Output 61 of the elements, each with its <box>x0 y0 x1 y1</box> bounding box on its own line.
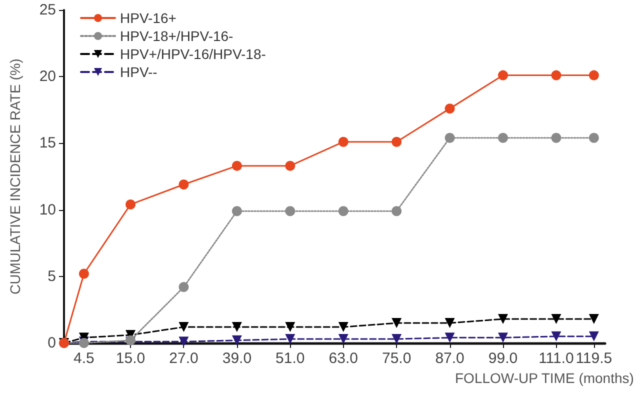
point <box>444 104 455 114</box>
point <box>498 314 508 324</box>
x-tick-label: 4.5 <box>74 350 94 367</box>
point <box>338 334 348 344</box>
y-tick-label: 25 <box>39 2 56 18</box>
y-tick-label: 10 <box>39 201 56 218</box>
legend-label: HPV-18+/HPV-16- <box>120 28 234 44</box>
x-tick-label: 51.0 <box>276 350 305 367</box>
point <box>498 332 508 343</box>
point <box>126 199 136 210</box>
point <box>444 332 455 343</box>
y-tick-label: 5 <box>48 268 56 285</box>
legend-label: HPV-- <box>120 64 158 80</box>
point <box>178 322 189 332</box>
point <box>498 132 508 143</box>
point <box>285 322 296 332</box>
x-tick-label: 15.0 <box>116 350 146 367</box>
point <box>392 206 402 216</box>
point <box>392 334 402 344</box>
point <box>232 322 242 332</box>
x-axis-title: FOLLOW-UP TIME (months) <box>455 370 634 386</box>
point <box>285 206 296 216</box>
x-tick-label: 75.0 <box>382 350 412 367</box>
point <box>232 206 242 216</box>
point <box>588 70 599 80</box>
y-tick-label: 15 <box>39 134 56 152</box>
point <box>551 70 562 80</box>
x-tick-label: 27.0 <box>169 350 198 367</box>
point <box>338 322 348 332</box>
point <box>285 160 296 171</box>
x-tick-label: 63.0 <box>328 350 358 367</box>
point <box>588 314 599 324</box>
point <box>178 282 189 292</box>
x-tick-label: 119.5 <box>576 350 612 367</box>
point <box>285 334 296 344</box>
point <box>178 179 189 190</box>
y-tick-label: 20 <box>39 68 56 86</box>
legend-label: HPV+/HPV-16/HPV-18- <box>120 46 266 62</box>
point <box>232 335 242 346</box>
point <box>392 136 402 147</box>
point <box>444 318 455 328</box>
y-axis-title: CUMULATIVE INCIDENCE RATE (%) <box>7 58 23 294</box>
point <box>392 318 402 328</box>
point <box>178 336 189 347</box>
x-tick-label: 111.0 <box>538 350 574 367</box>
point <box>498 70 508 80</box>
point <box>444 132 455 143</box>
y-tick-label: 0 <box>48 334 56 352</box>
x-tick-label: 87.0 <box>435 350 464 367</box>
point <box>588 331 599 342</box>
point <box>551 331 562 342</box>
x-tick-label: 39.0 <box>222 350 252 367</box>
point <box>232 160 242 171</box>
point <box>78 268 89 279</box>
point <box>338 136 348 147</box>
point <box>588 132 599 143</box>
legend-label: HPV-16+ <box>120 10 176 26</box>
point <box>551 314 562 324</box>
x-tick-label: 99.0 <box>488 350 518 367</box>
point <box>551 132 562 143</box>
point <box>338 206 348 216</box>
